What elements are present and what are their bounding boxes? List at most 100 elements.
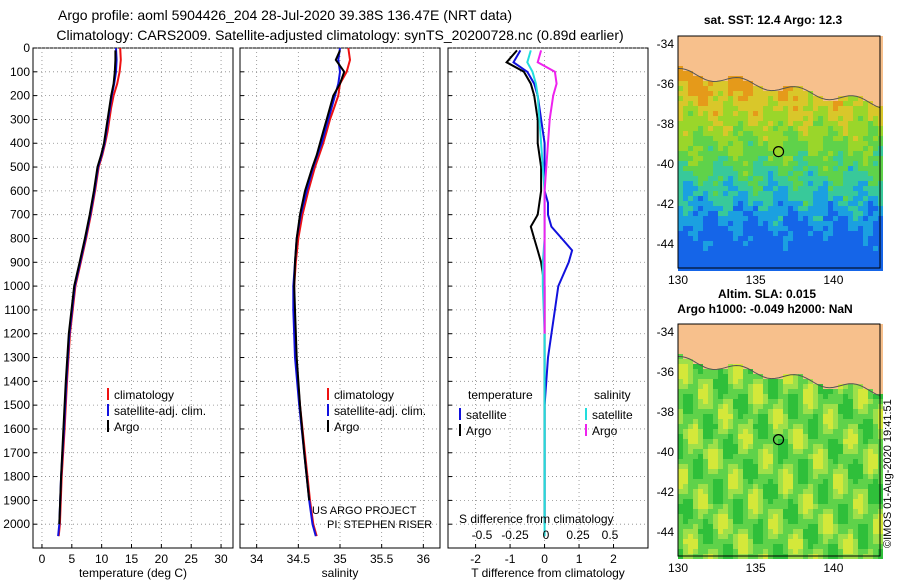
map-cell — [733, 404, 738, 409]
map-cell — [763, 196, 768, 201]
map-cell — [858, 116, 863, 121]
map-cell — [773, 41, 778, 46]
map-cell — [748, 489, 753, 494]
map-cell — [743, 161, 748, 166]
map-cell — [818, 384, 823, 389]
map-cell — [873, 256, 878, 261]
map-cell — [808, 429, 813, 434]
map-cell — [863, 101, 868, 106]
map-cell — [708, 364, 713, 369]
map-cell — [828, 404, 833, 409]
map-cell — [808, 191, 813, 196]
map-cell — [683, 191, 688, 196]
map-cell — [813, 509, 818, 514]
map-cell — [858, 226, 863, 231]
map-cell — [678, 71, 683, 76]
map-cell — [748, 71, 753, 76]
map-cell — [808, 339, 813, 344]
map-cell — [698, 216, 703, 221]
map-cell — [873, 171, 878, 176]
map-cell — [778, 499, 783, 504]
map-cell — [863, 439, 868, 444]
map-cell — [733, 146, 738, 151]
map-cell — [728, 524, 733, 529]
map-cell — [738, 394, 743, 399]
map-cell — [703, 404, 708, 409]
map-cell — [813, 106, 818, 111]
map-cell — [703, 409, 708, 414]
map-cell — [728, 161, 733, 166]
y-tick-label: 300 — [10, 112, 30, 126]
map-cell — [763, 91, 768, 96]
y-tick-label: 200 — [10, 89, 30, 103]
map-cell — [818, 261, 823, 266]
map-cell — [698, 334, 703, 339]
map-cell — [793, 334, 798, 339]
map-cell — [748, 439, 753, 444]
map-cell — [738, 419, 743, 424]
map-cell — [718, 529, 723, 534]
map-cell — [723, 91, 728, 96]
map-cell — [858, 489, 863, 494]
map-cell — [863, 429, 868, 434]
map-cell — [688, 514, 693, 519]
map-cell — [798, 186, 803, 191]
map-cell — [693, 379, 698, 384]
map-cell — [708, 241, 713, 246]
map-cell — [773, 444, 778, 449]
map-cell — [758, 509, 763, 514]
map-cell — [683, 364, 688, 369]
map-cell — [858, 41, 863, 46]
map-cell — [853, 464, 858, 469]
map-cell — [693, 166, 698, 171]
map-cell — [843, 364, 848, 369]
map-cell — [753, 141, 758, 146]
map-cell — [698, 524, 703, 529]
map-cell — [813, 121, 818, 126]
map-cell — [733, 156, 738, 161]
map-cell — [743, 349, 748, 354]
map-cell — [788, 141, 793, 146]
map-cell — [823, 409, 828, 414]
map-cell — [808, 101, 813, 106]
map-cell — [773, 251, 778, 256]
map-cell — [858, 424, 863, 429]
x-tick-label: -2 — [470, 552, 481, 566]
map-cell — [683, 96, 688, 101]
map-cell — [863, 116, 868, 121]
map-cell — [773, 369, 778, 374]
map-cell — [733, 344, 738, 349]
map-cell — [798, 111, 803, 116]
map-cell — [753, 131, 758, 136]
map-cell — [778, 61, 783, 66]
map-cell — [798, 191, 803, 196]
map-cell — [798, 121, 803, 126]
map-cell — [793, 166, 798, 171]
map-cell — [718, 181, 723, 186]
map-cell — [688, 146, 693, 151]
map-cell — [873, 76, 878, 81]
map-cell — [728, 429, 733, 434]
map-cell — [848, 186, 853, 191]
map-cell — [733, 126, 738, 131]
map-cell — [858, 514, 863, 519]
map-cell — [798, 76, 803, 81]
map-cell — [848, 519, 853, 524]
map-cell — [748, 66, 753, 71]
map-cell — [873, 176, 878, 181]
map-cell — [853, 334, 858, 339]
map-cell — [688, 211, 693, 216]
map-cell — [723, 439, 728, 444]
map-cell — [763, 221, 768, 226]
map-cell — [813, 479, 818, 484]
map-cell — [743, 439, 748, 444]
map-cell — [723, 76, 728, 81]
map-cell — [778, 424, 783, 429]
map-cell — [783, 196, 788, 201]
map-cell — [703, 106, 708, 111]
map-cell — [768, 484, 773, 489]
map-cell — [778, 166, 783, 171]
map-cell — [683, 404, 688, 409]
map-cell — [698, 246, 703, 251]
map-cell — [858, 544, 863, 549]
